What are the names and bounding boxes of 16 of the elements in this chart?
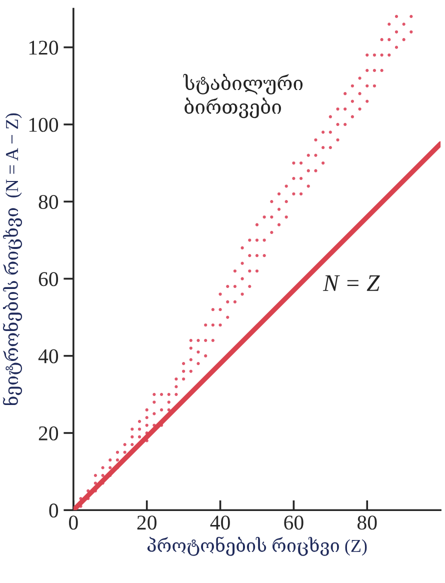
x-tick-label: 40 xyxy=(210,516,230,530)
x-tick-label: 20 xyxy=(137,516,156,530)
x-axis-title: პროტონების რიცხვი (Z) xyxy=(147,536,367,556)
x-tick-label: 60 xyxy=(284,516,304,530)
annotation: სტაბილური ბირთვები xyxy=(183,74,303,118)
y-tick-label: 40 xyxy=(38,349,58,364)
y-tick-label: 80 xyxy=(38,194,58,210)
x-tick-label: 0 xyxy=(69,516,78,530)
x-tick-label: 80 xyxy=(358,516,377,530)
y-tick-label: 20 xyxy=(38,426,58,440)
y-axis-title: ნეიტრონების რიცხვი (N = A − Z) xyxy=(2,113,22,406)
y-tick-label: 0 xyxy=(49,504,58,518)
y-tick-label: 100 xyxy=(29,118,58,132)
annotation: N = Z xyxy=(322,275,380,291)
y-tick-label: 60 xyxy=(38,272,58,286)
y-tick-label: 120 xyxy=(29,40,58,55)
